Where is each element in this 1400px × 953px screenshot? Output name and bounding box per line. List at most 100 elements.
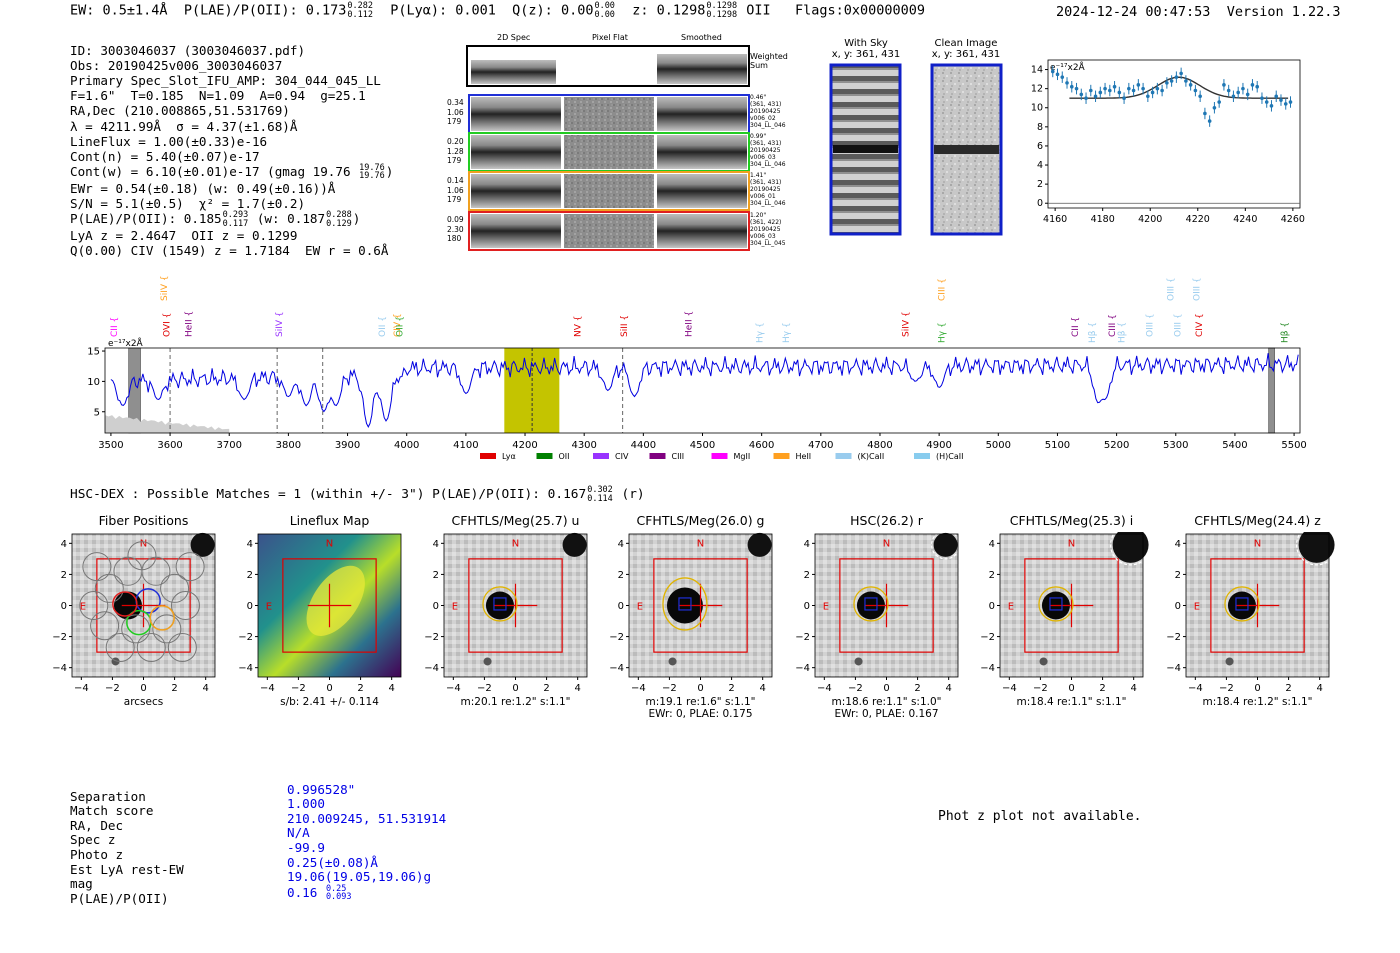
zoom-point <box>1179 71 1183 76</box>
row-smoothed <box>657 174 747 208</box>
neighbor-ring <box>1295 532 1338 566</box>
faint-source <box>483 657 492 666</box>
spec-flux-line <box>110 353 1299 429</box>
info: 304_LL_045 <box>750 240 786 247</box>
match-value: 0.996528" <box>287 781 356 797</box>
spec-line-label: OII { <box>396 316 406 337</box>
cutout-caption: m:18.6 re:1.1" s:1.0" EWr: 0, PLAE: 0.167 <box>795 696 978 720</box>
east-label: E <box>823 602 829 613</box>
aperture-box <box>839 558 934 653</box>
zoom-ytick-label: 0 <box>1037 198 1043 209</box>
spec-xtick-label: 4800 <box>867 440 892 451</box>
east-label: E <box>637 602 643 613</box>
clean-xy: x, y: 361, 431 <box>931 49 1001 60</box>
info-contw: Cont(w) = 6.10(±0.01)e-17 (gmag 19.76 19… <box>70 164 393 181</box>
aperture-box <box>468 558 563 653</box>
fiber-circle <box>136 632 166 662</box>
cutout-ytick-label: 2 <box>247 570 253 581</box>
spec-xtick-label: 3800 <box>276 440 301 451</box>
spec-xtick-label: 5200 <box>1104 440 1129 451</box>
fiber-circle <box>94 573 124 603</box>
zoom-xtick-label: 4240 <box>1233 214 1257 225</box>
zoom-point <box>1065 81 1069 85</box>
spec2d-row-1 <box>468 94 750 134</box>
sky-images <box>829 63 1003 236</box>
cutout-ytick-label: −2 <box>238 632 253 643</box>
east-label: E <box>266 602 272 613</box>
spec-xtick-label: 5400 <box>1222 440 1247 451</box>
hsc-lo: 0.114 <box>587 493 613 504</box>
legend-label: CIII <box>672 452 685 461</box>
spec-line-label: Hβ { <box>1281 322 1291 343</box>
spec-masked-band <box>1268 347 1275 434</box>
cutout-xtick-label: 2 <box>1285 683 1291 694</box>
info-params: F=1.6" T=0.185 N=1.09 A=0.94 g=25.1 <box>70 88 366 104</box>
cutout-ytick-label: 0 <box>247 601 253 612</box>
legend-swatch <box>649 453 666 459</box>
fiber-circle <box>127 541 157 571</box>
info-plae-lo: 0.117 <box>222 218 249 229</box>
header-version: Version 1.22.3 <box>1226 4 1341 20</box>
info: (361, 422) <box>750 219 782 226</box>
info-contn: Cont(n) = 5.40(±0.07)e-17 <box>70 148 260 164</box>
aperture-ellipse <box>662 577 708 631</box>
east-label: E <box>1008 602 1014 613</box>
zoom-point <box>1241 86 1245 91</box>
aperture-ellipse <box>853 586 889 622</box>
legend-label: (K)CaII <box>858 452 885 461</box>
with-sky-trace <box>833 145 898 153</box>
cutout-xtick-label: −4 <box>260 683 275 694</box>
spec-line-label: Hβ { <box>1117 322 1127 343</box>
row-spec <box>471 214 561 248</box>
zoom-point <box>1122 96 1126 100</box>
zoom-point <box>1250 83 1255 87</box>
info-contw-text: Cont(w) = 6.10(±0.01)e-17 (gmag 19.76 <box>70 163 351 179</box>
spec-xtick-label: 4400 <box>631 440 656 451</box>
info-contw-end: ) <box>385 163 394 179</box>
info-radec: RA,Dec (210.008865,51.531769) <box>70 103 290 119</box>
zoom-point <box>1150 90 1155 95</box>
zoom-ytick-label: 8 <box>1037 122 1043 133</box>
cutout-ytick-label: 4 <box>247 539 253 550</box>
cutout-xtick-label: −2 <box>477 683 492 694</box>
cutout-xtick-label: 4 <box>574 683 580 694</box>
faint-source <box>1225 657 1234 666</box>
cutout-title: CFHTLS/Meg(25.7) u <box>451 513 580 528</box>
spec-line-label: OIII { <box>1192 277 1202 301</box>
cutout-xtick-label: 0 <box>326 683 332 694</box>
header-summary: EW: 0.5±1.4Å P(LAE)/P(OII): 0.173 0.282 0.… <box>70 2 925 19</box>
cutout-xtick-label: 0 <box>140 683 146 694</box>
cutout-xtick-label: 0 <box>1254 683 1260 694</box>
match-label: Est LyA rest-EW <box>70 861 184 877</box>
spec-xtick-label: 3700 <box>217 440 242 451</box>
info: v006_01 <box>750 193 776 200</box>
spec-line-label: SiII { <box>620 315 630 337</box>
legend-swatch <box>773 453 790 459</box>
spec-xtick-label: 3600 <box>157 440 182 451</box>
spec-line-label: OIII { <box>1166 277 1176 301</box>
zoom-ytick-label: 12 <box>1031 84 1043 95</box>
info-plae-w-end: ) <box>352 211 361 227</box>
cutout-xtick-label: −2 <box>662 683 677 694</box>
info-lambda: λ = 4211.99Å σ = 4.37(±1.68)Å <box>70 118 298 134</box>
clean-title: Clean Image x, y: 361, 431 <box>930 38 1002 60</box>
zoom-point <box>1131 88 1136 93</box>
zoom-point <box>1245 92 1250 97</box>
info-plae-w: (w: 0.187 <box>256 211 326 227</box>
row-frame <box>468 171 750 211</box>
zoom-ylabel: e⁻¹⁷x2Å <box>1050 61 1086 73</box>
hsc-hi: 0.302 <box>587 485 613 495</box>
cutout-xtick-label: 2 <box>1099 683 1105 694</box>
stat: 0.09 <box>447 215 464 224</box>
zoom-point <box>1079 92 1084 97</box>
cutout-ytick-label: 4 <box>989 539 995 550</box>
spec-xtick-label: 5000 <box>986 440 1011 451</box>
spec-line-label: CII { <box>110 317 120 337</box>
spec-line-label: Hγ { <box>938 322 948 343</box>
cutout-title: Lineflux Map <box>289 513 370 528</box>
match-values: 0.996528" 1.000 210.009245, 51.531914 N/A -9… <box>287 768 446 916</box>
header-qz-lo: 0.00 <box>594 9 615 20</box>
info: 304_LL_046 <box>750 122 786 129</box>
spec-line-label: CIII { <box>938 278 948 301</box>
row4-info: 1.20" (361, 422) 20190425 v006_03 304_LL_045 <box>750 212 786 247</box>
